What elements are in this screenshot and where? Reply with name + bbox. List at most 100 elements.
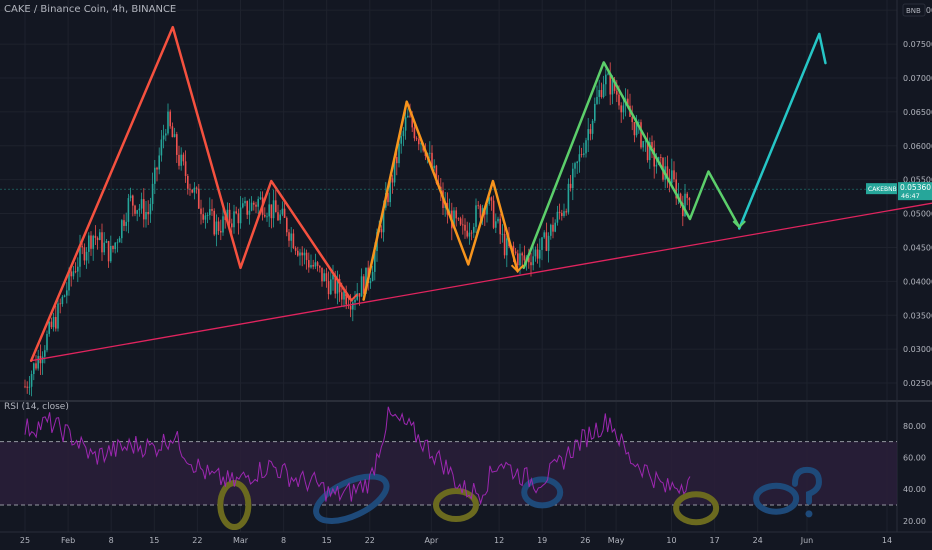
candle-body — [420, 143, 422, 145]
price-tag-countdown: 46:47 — [901, 192, 920, 200]
candle-body — [294, 248, 297, 251]
candle-body — [343, 291, 345, 300]
candle-body — [202, 214, 204, 220]
rsi-axis[interactable]: 80.00 60.00 40.00 20.00 — [903, 422, 926, 526]
candle-body — [81, 246, 83, 248]
candle-body — [470, 232, 473, 234]
time-axis[interactable]: 25 Feb 8 15 22 Mar 8 15 22 Apr 12 19 26 May 10 17 24 Jun 1… — [20, 536, 892, 545]
candle-body — [162, 135, 165, 140]
candle-body — [272, 200, 275, 219]
candle-body — [57, 303, 59, 329]
candle-body — [123, 220, 125, 226]
candle-body — [140, 199, 143, 209]
candle-body — [528, 257, 530, 263]
candle-body — [600, 90, 603, 98]
candle-body — [400, 136, 402, 144]
rsi-tick-label: 60.00 — [903, 453, 926, 462]
candle-body — [70, 271, 72, 277]
candle-body — [198, 188, 200, 209]
candle-body — [475, 205, 477, 227]
candle-body — [679, 193, 682, 203]
wave-drawings[interactable] — [29, 25, 932, 362]
candle-body — [37, 355, 39, 369]
candle-body — [572, 168, 574, 189]
candle-body — [255, 204, 257, 207]
candle-body — [158, 155, 160, 170]
candle-body — [404, 117, 407, 131]
candle-body — [173, 134, 176, 138]
red-wave-line — [29, 25, 353, 362]
candle-body — [253, 202, 255, 205]
time-tick-label: 15 — [322, 536, 332, 545]
candle-body — [250, 202, 253, 211]
candle-body — [684, 193, 686, 217]
candle-body — [363, 276, 365, 294]
candle-body — [558, 211, 561, 213]
candle-body — [506, 238, 508, 256]
candle-body — [55, 316, 57, 329]
time-tick-label: 10 — [666, 536, 676, 545]
time-tick-label: 17 — [710, 536, 720, 545]
candle-body — [83, 247, 86, 261]
candle-body — [387, 192, 389, 203]
candle-body — [646, 140, 649, 161]
candle-body — [160, 139, 163, 156]
time-tick-label: 22 — [365, 536, 375, 545]
candle-body — [310, 265, 312, 268]
candle-body — [222, 216, 224, 233]
candle-body — [191, 189, 193, 193]
candle-body — [129, 195, 132, 199]
olive-circle — [673, 491, 720, 526]
candle-body — [591, 120, 594, 134]
candle-body — [171, 126, 174, 138]
time-tick-label: 22 — [192, 536, 202, 545]
candle-body — [580, 154, 583, 156]
candle-body — [246, 201, 248, 215]
candle-body — [292, 233, 295, 249]
currency-badge-box — [902, 3, 926, 17]
candle-body — [299, 252, 301, 256]
candle-body — [297, 250, 299, 256]
candle-body — [314, 262, 317, 267]
candle-body — [532, 256, 534, 266]
candle-body — [341, 292, 343, 300]
candle-body — [569, 183, 572, 189]
candle-body — [396, 156, 398, 164]
candle-body — [125, 221, 127, 226]
candle-body — [653, 147, 655, 167]
candle-body — [35, 363, 37, 369]
candle-body — [61, 296, 64, 305]
candle-body — [228, 209, 231, 224]
candle-body — [567, 183, 570, 213]
candle-body — [352, 302, 354, 310]
candle-body — [116, 242, 119, 244]
candle-body — [237, 213, 240, 224]
candle-body — [556, 211, 559, 223]
candle-body — [407, 115, 409, 118]
orange-wave-line — [362, 100, 519, 301]
candle-body — [651, 142, 653, 148]
olive-circle — [217, 480, 252, 531]
candle-body — [136, 210, 138, 214]
rsi-series — [24, 406, 691, 506]
candle-body — [499, 218, 501, 235]
candle-body — [63, 295, 66, 297]
candle-body — [605, 74, 607, 85]
candle-body — [611, 79, 614, 95]
candle-body — [585, 140, 587, 154]
symbol-tag — [866, 183, 897, 195]
candle-body — [627, 98, 629, 106]
time-tick-label: 25 — [20, 536, 30, 545]
candle-body — [455, 210, 457, 219]
candle-body — [633, 122, 636, 136]
candle-body — [666, 166, 669, 179]
candle-body — [30, 374, 33, 387]
price-tag-value: 0.05360 — [900, 183, 931, 192]
candle-body — [576, 161, 578, 164]
candle-body — [602, 84, 605, 98]
candle-body — [305, 252, 308, 261]
